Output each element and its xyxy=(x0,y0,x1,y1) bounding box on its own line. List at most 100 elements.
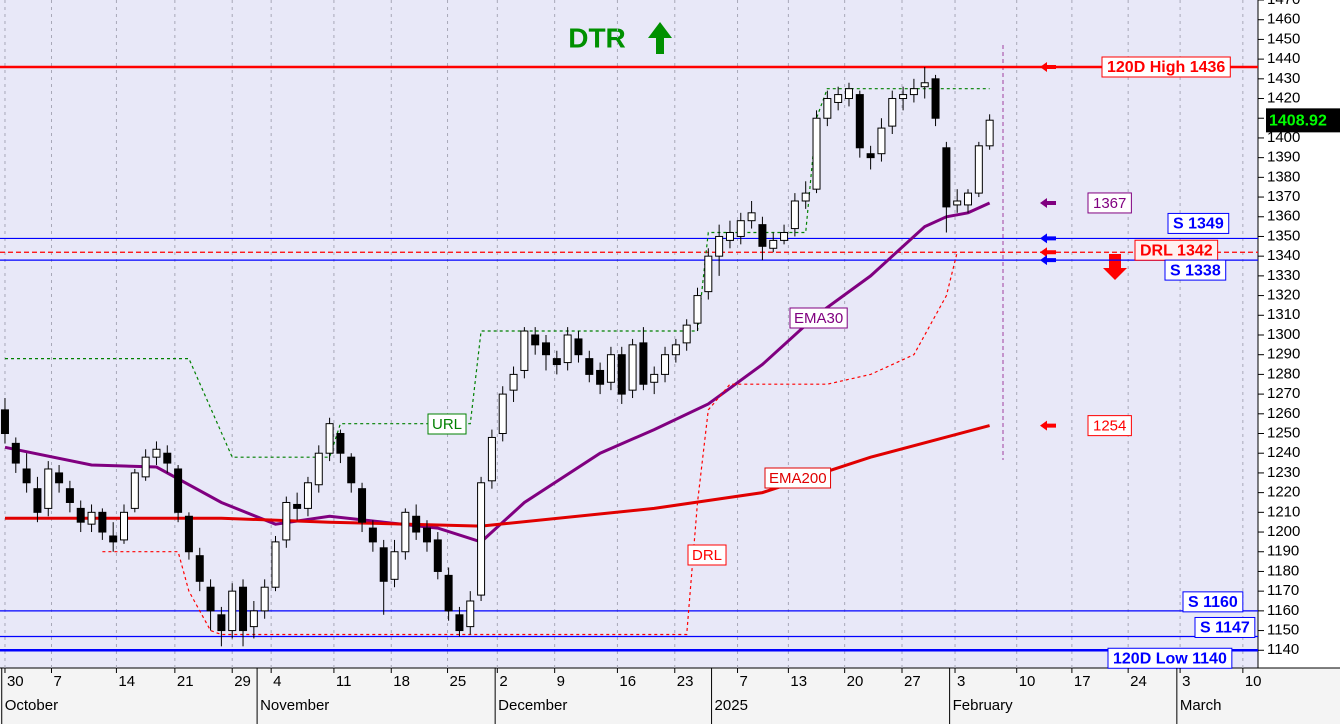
y-tick-label: 1240 xyxy=(1267,444,1300,461)
candle-body xyxy=(790,200,799,230)
series-label: EMA200 xyxy=(769,470,827,487)
candle-body xyxy=(563,334,572,364)
candle-body xyxy=(758,224,767,247)
candle-body xyxy=(390,551,399,580)
candle-body xyxy=(65,488,74,503)
candle-body xyxy=(704,255,713,293)
candle-body xyxy=(725,232,734,241)
candle-body xyxy=(693,295,702,324)
x-tick-label: 29 xyxy=(234,673,251,690)
candle-body xyxy=(780,232,789,241)
marker-label-box xyxy=(1087,415,1132,437)
last-price-box xyxy=(1266,108,1340,133)
x-tick-label: 9 xyxy=(557,673,565,690)
candle-body xyxy=(249,610,258,628)
y-tick-label: 1160 xyxy=(1267,602,1299,619)
x-tick-label: 3 xyxy=(1182,673,1190,690)
candle-body xyxy=(834,94,843,103)
candle-body xyxy=(195,555,204,582)
candle-body xyxy=(412,515,421,533)
candle-body xyxy=(174,468,183,513)
candle-body xyxy=(433,539,442,572)
level-label-box xyxy=(1101,56,1231,78)
level-label-box xyxy=(1194,616,1256,638)
series-label-box xyxy=(789,307,848,329)
candle-body xyxy=(899,94,908,100)
candle-body xyxy=(239,586,248,632)
candle-body xyxy=(152,448,161,458)
month-label: December xyxy=(498,697,567,714)
candle-body xyxy=(98,511,107,533)
level-label-box xyxy=(1107,647,1233,669)
candle-body xyxy=(520,330,529,371)
y-tick-label: 1330 xyxy=(1267,267,1300,284)
candle-body xyxy=(801,192,810,202)
series-label: EMA30 xyxy=(794,310,843,327)
candle-body xyxy=(617,354,626,395)
candle-body xyxy=(422,527,431,543)
x-axis-area xyxy=(0,668,1340,724)
candle-body xyxy=(931,78,940,119)
candle-body xyxy=(552,358,561,366)
x-tick-label: 25 xyxy=(450,673,467,690)
series-line xyxy=(102,252,958,636)
candle-body xyxy=(455,614,464,632)
series-label: DRL xyxy=(692,547,722,564)
candle-body xyxy=(964,192,973,206)
candle-body xyxy=(736,220,745,237)
candle-body xyxy=(487,436,496,482)
level-arrow xyxy=(1040,247,1056,258)
month-label: 2025 xyxy=(715,697,748,714)
candle-body xyxy=(87,511,96,525)
level-label: S 1349 xyxy=(1173,216,1224,233)
marker-label-box xyxy=(1087,192,1132,214)
y-tick-label: 1190 xyxy=(1267,543,1299,560)
level-label: 120D Low 1140 xyxy=(1113,650,1227,667)
y-tick-label: 1430 xyxy=(1267,70,1300,87)
level-label: DRL 1342 xyxy=(1140,242,1213,259)
candle-body xyxy=(217,614,226,632)
y-tick-label: 1280 xyxy=(1267,365,1300,382)
candle-body xyxy=(33,488,42,513)
x-tick-label: 17 xyxy=(1074,673,1091,690)
candle-body xyxy=(855,94,864,149)
y-tick-label: 1290 xyxy=(1267,346,1300,363)
candle-body xyxy=(271,541,280,588)
level-label: S 1338 xyxy=(1170,262,1221,279)
candle-body xyxy=(682,324,691,344)
y-tick-label: 1210 xyxy=(1267,503,1300,520)
candle-body xyxy=(401,511,410,553)
up-arrow xyxy=(648,22,672,54)
candle-body xyxy=(22,468,31,484)
y-tick-label: 1360 xyxy=(1267,208,1300,225)
candle-body xyxy=(260,586,269,612)
level-arrow xyxy=(1040,233,1056,244)
candle-body xyxy=(336,433,345,454)
y-tick-label: 1370 xyxy=(1267,188,1300,205)
candle-body xyxy=(574,338,583,356)
level-arrow xyxy=(1040,61,1056,72)
series-label: URL xyxy=(432,416,462,433)
candle-body xyxy=(585,358,594,375)
series-label-box xyxy=(764,467,832,489)
y-tick-label: 1260 xyxy=(1267,405,1300,422)
x-tick-label: 11 xyxy=(336,673,352,690)
candle-body xyxy=(920,82,929,88)
y-tick-label: 1350 xyxy=(1267,227,1300,244)
x-tick-label: 27 xyxy=(904,673,921,690)
x-tick-label: 7 xyxy=(54,673,62,690)
candle-body xyxy=(769,239,778,249)
y-tick-label: 1420 xyxy=(1267,89,1300,106)
candle-body xyxy=(444,574,453,612)
candle-body xyxy=(715,235,724,257)
last-price-label: 1408.92 xyxy=(1269,113,1327,130)
y-tick-label: 1340 xyxy=(1267,247,1300,264)
candle-body xyxy=(866,153,875,159)
candle-body xyxy=(942,147,951,208)
y-tick-label: 1380 xyxy=(1267,168,1300,185)
candle-body xyxy=(606,354,615,383)
candle-body xyxy=(639,342,648,385)
month-label: October xyxy=(5,697,58,714)
